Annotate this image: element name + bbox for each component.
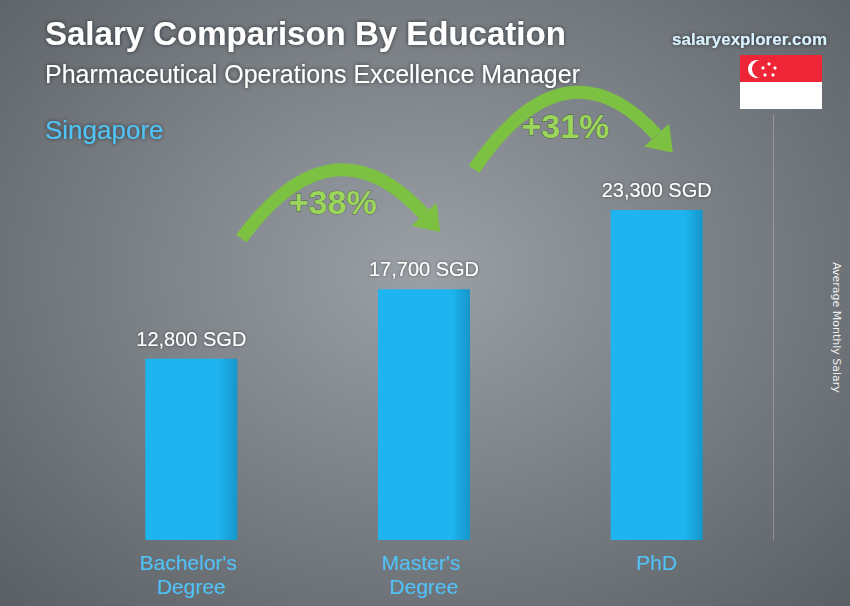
- svg-text:salaryexplorer.com: salaryexplorer.com: [672, 30, 827, 49]
- svg-text:Master's: Master's: [382, 551, 467, 574]
- svg-text:+38%: +38%: [289, 183, 377, 221]
- svg-text:Pharmaceutical Operations Exce: Pharmaceutical Operations Excellence Man…: [45, 60, 580, 88]
- svg-text:+31%: +31%: [521, 107, 609, 145]
- svg-text:Salary Comparison By Education: Salary Comparison By Education: [45, 15, 566, 52]
- svg-text:23,300 SGD: 23,300 SGD: [602, 179, 712, 201]
- svg-text:PhD: PhD: [636, 551, 677, 574]
- svg-text:Singapore: Singapore: [45, 115, 164, 145]
- svg-text:17,700 SGD: 17,700 SGD: [369, 258, 479, 280]
- svg-text:Degree: Degree: [390, 575, 459, 598]
- svg-text:Bachelor's: Bachelor's: [140, 551, 243, 574]
- svg-text:Average Monthly Salary: Average Monthly Salary: [830, 262, 843, 393]
- svg-text:Degree: Degree: [157, 575, 226, 598]
- svg-text:12,800 SGD: 12,800 SGD: [136, 328, 246, 350]
